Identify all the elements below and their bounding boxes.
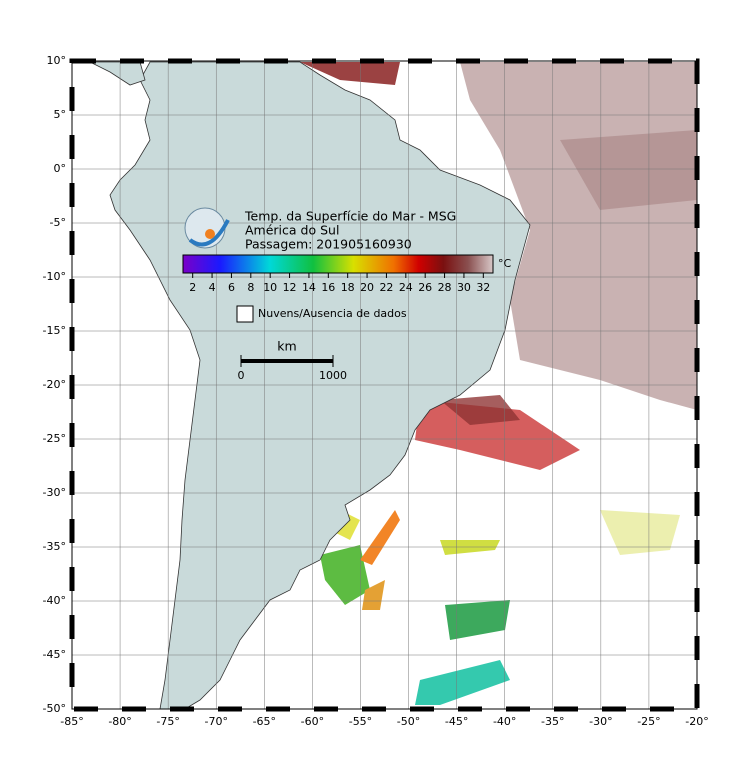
lon-label: -35° bbox=[541, 715, 564, 728]
scale-label: 1000 bbox=[319, 369, 347, 382]
colorbar-tick-label: 4 bbox=[209, 281, 216, 294]
lat-label: -40° bbox=[43, 594, 66, 607]
colorbar-tick-label: 2 bbox=[189, 281, 196, 294]
colorbar-unit: °C bbox=[498, 257, 512, 270]
legend-swatch bbox=[236, 305, 254, 323]
lon-label: -50° bbox=[397, 715, 420, 728]
colorbar-tick-label: 6 bbox=[228, 281, 235, 294]
lat-label: -25° bbox=[43, 432, 66, 445]
scale-label: 0 bbox=[238, 369, 245, 382]
lon-label: -75° bbox=[156, 715, 179, 728]
lat-label: -5° bbox=[50, 216, 66, 229]
map-border bbox=[71, 60, 698, 710]
lat-label: -45° bbox=[43, 648, 66, 661]
lon-label: -65° bbox=[253, 715, 276, 728]
colorbar-tick-label: 10 bbox=[263, 281, 277, 294]
pass-time: Passagem: 201905160930 bbox=[245, 237, 412, 252]
colorbar-tick-label: 14 bbox=[302, 281, 316, 294]
lat-label: -10° bbox=[43, 270, 66, 283]
lat-label: -30° bbox=[43, 486, 66, 499]
lat-label: -50° bbox=[43, 702, 66, 715]
colorbar-tick-label: 22 bbox=[379, 281, 393, 294]
colorbar-tick-label: 32 bbox=[476, 281, 490, 294]
legend-label: Nuvens/Ausencia de dados bbox=[258, 307, 407, 320]
colorbar-tick-label: 28 bbox=[438, 281, 452, 294]
lon-label: -80° bbox=[108, 715, 131, 728]
lon-label: -85° bbox=[60, 715, 83, 728]
scale-unit: km bbox=[277, 339, 296, 354]
lon-label: -70° bbox=[204, 715, 227, 728]
lon-label: -55° bbox=[349, 715, 372, 728]
lon-label: -20° bbox=[685, 715, 708, 728]
lon-label: -60° bbox=[301, 715, 324, 728]
lon-label: -40° bbox=[493, 715, 516, 728]
lat-label: 0° bbox=[54, 162, 67, 175]
colorbar-tick-label: 12 bbox=[283, 281, 297, 294]
colorbar-tick-label: 16 bbox=[321, 281, 335, 294]
scale-bar bbox=[241, 359, 333, 363]
lon-label: -45° bbox=[445, 715, 468, 728]
title: Temp. da Superfície do Mar - MSG bbox=[244, 209, 456, 224]
lat-label: -15° bbox=[43, 324, 66, 337]
subtitle: América do Sul bbox=[245, 223, 339, 238]
lat-label: -20° bbox=[43, 378, 66, 391]
lat-label: 10° bbox=[47, 54, 67, 67]
lon-label: -30° bbox=[589, 715, 612, 728]
colorbar-tick-label: 20 bbox=[360, 281, 374, 294]
colorbar-tick-label: 8 bbox=[247, 281, 254, 294]
lat-label: 5° bbox=[54, 108, 67, 121]
colorbar-tick-label: 18 bbox=[341, 281, 355, 294]
colorbar-tick-label: 26 bbox=[418, 281, 432, 294]
logo bbox=[184, 207, 230, 249]
colorbar bbox=[182, 254, 494, 274]
colorbar-tick-label: 24 bbox=[399, 281, 413, 294]
colorbar-tick-label: 30 bbox=[457, 281, 471, 294]
lon-label: -25° bbox=[637, 715, 660, 728]
lat-label: -35° bbox=[43, 540, 66, 553]
